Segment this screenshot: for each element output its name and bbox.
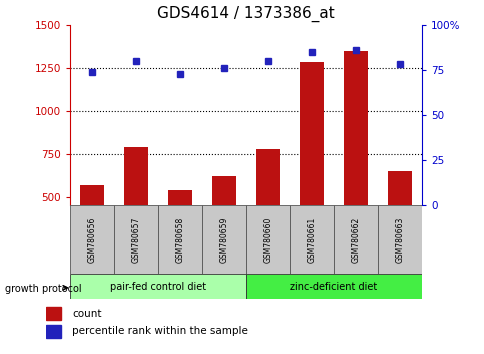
Text: growth protocol: growth protocol [5, 284, 81, 293]
Bar [70, 205, 114, 274]
Bar [333, 205, 377, 274]
Bar [212, 176, 236, 205]
Bar [202, 205, 245, 274]
Text: zinc-deficient diet: zinc-deficient diet [290, 282, 377, 292]
Bar [70, 274, 245, 299]
Bar [245, 205, 289, 274]
Bar [343, 51, 367, 205]
Text: percentile rank within the sample: percentile rank within the sample [72, 326, 248, 336]
Text: GSM780658: GSM780658 [175, 217, 184, 263]
Bar [289, 205, 333, 274]
Text: count: count [72, 309, 102, 319]
Text: GSM780656: GSM780656 [88, 217, 97, 263]
Bar [124, 147, 148, 205]
Bar [46, 325, 61, 338]
Text: pair-fed control diet: pair-fed control diet [110, 282, 206, 292]
Bar [80, 185, 104, 205]
Title: GDS4614 / 1373386_at: GDS4614 / 1373386_at [157, 6, 334, 22]
Bar [256, 149, 280, 205]
Bar [46, 307, 61, 320]
Bar [114, 205, 158, 274]
Text: GSM780657: GSM780657 [132, 217, 140, 263]
Text: GSM780659: GSM780659 [219, 217, 228, 263]
Bar [300, 62, 323, 205]
Bar [168, 190, 192, 205]
Text: GSM780660: GSM780660 [263, 217, 272, 263]
Text: GSM780661: GSM780661 [307, 217, 316, 263]
Bar [158, 205, 202, 274]
Text: GSM780662: GSM780662 [351, 217, 360, 263]
Bar [387, 171, 411, 205]
Bar [245, 274, 421, 299]
Text: GSM780663: GSM780663 [394, 217, 404, 263]
Bar [377, 205, 421, 274]
